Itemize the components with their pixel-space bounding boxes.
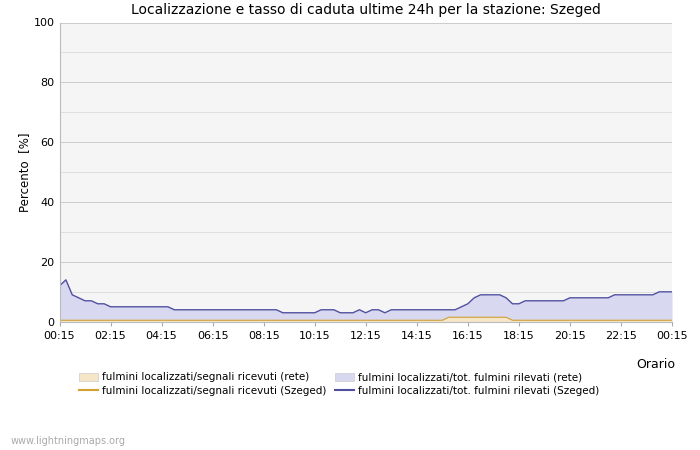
Text: www.lightningmaps.org: www.lightningmaps.org	[10, 436, 125, 446]
Y-axis label: Percento  [%]: Percento [%]	[18, 132, 31, 212]
Legend: fulmini localizzati/segnali ricevuti (rete), fulmini localizzati/segnali ricevut: fulmini localizzati/segnali ricevuti (re…	[75, 369, 603, 400]
Title: Localizzazione e tasso di caduta ultime 24h per la stazione: Szeged: Localizzazione e tasso di caduta ultime …	[131, 3, 601, 17]
Text: Orario: Orario	[636, 358, 676, 371]
